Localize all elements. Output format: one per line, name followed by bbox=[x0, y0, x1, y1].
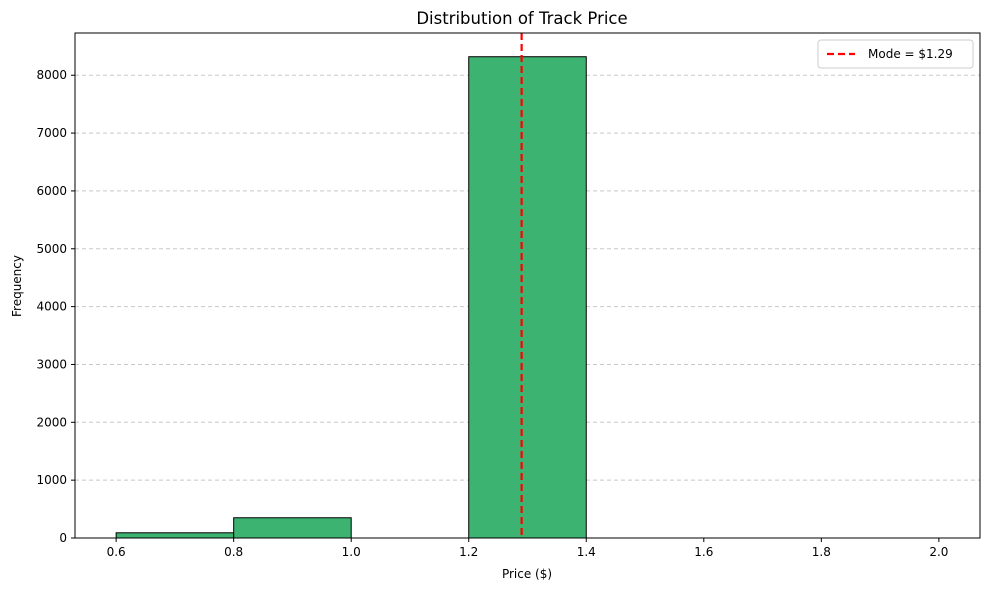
histogram-bar-0 bbox=[115, 532, 235, 539]
plot-frame bbox=[74, 32, 981, 539]
x-tick-label-4: 1.4 bbox=[577, 545, 596, 559]
y-tick-label-3: 3000 bbox=[36, 357, 67, 371]
histogram-bar-3 bbox=[468, 56, 587, 539]
y-axis-ticks: 0 1000 2000 3000 4000 5000 6000 7000 8000 bbox=[36, 68, 75, 545]
x-tick-label-1: 0.8 bbox=[224, 545, 243, 559]
y-tick-label-5: 5000 bbox=[36, 242, 67, 256]
y-tick-label-1: 1000 bbox=[36, 473, 67, 487]
legend: Mode = $1.29 bbox=[817, 39, 974, 69]
y-axis-label: Frequency bbox=[10, 255, 24, 317]
x-axis-label: Price ($) bbox=[502, 567, 552, 581]
x-tick-label-7: 2.0 bbox=[929, 545, 948, 559]
y-tick-label-4: 4000 bbox=[36, 300, 67, 314]
legend-box bbox=[817, 39, 974, 69]
y-tick-label-8: 8000 bbox=[36, 68, 67, 82]
y-tick-label-7: 7000 bbox=[36, 126, 67, 140]
chart-title: Distribution of Track Price bbox=[416, 9, 627, 28]
x-tick-label-6: 1.8 bbox=[812, 545, 831, 559]
y-tick-label-0: 0 bbox=[59, 531, 67, 545]
x-tick-label-0: 0.6 bbox=[107, 545, 126, 559]
x-tick-label-5: 1.6 bbox=[694, 545, 713, 559]
x-tick-label-3: 1.2 bbox=[459, 545, 478, 559]
legend-mode-label: Mode = $1.29 bbox=[868, 47, 953, 61]
histogram-bar-1 bbox=[233, 517, 352, 539]
x-axis-ticks: 0.6 0.8 1.0 1.2 1.4 1.6 1.8 2.0 bbox=[107, 538, 948, 559]
y-tick-label-2: 2000 bbox=[36, 415, 67, 429]
histogram-bars bbox=[115, 56, 587, 539]
y-tick-label-6: 6000 bbox=[36, 184, 67, 198]
x-tick-label-2: 1.0 bbox=[342, 545, 361, 559]
